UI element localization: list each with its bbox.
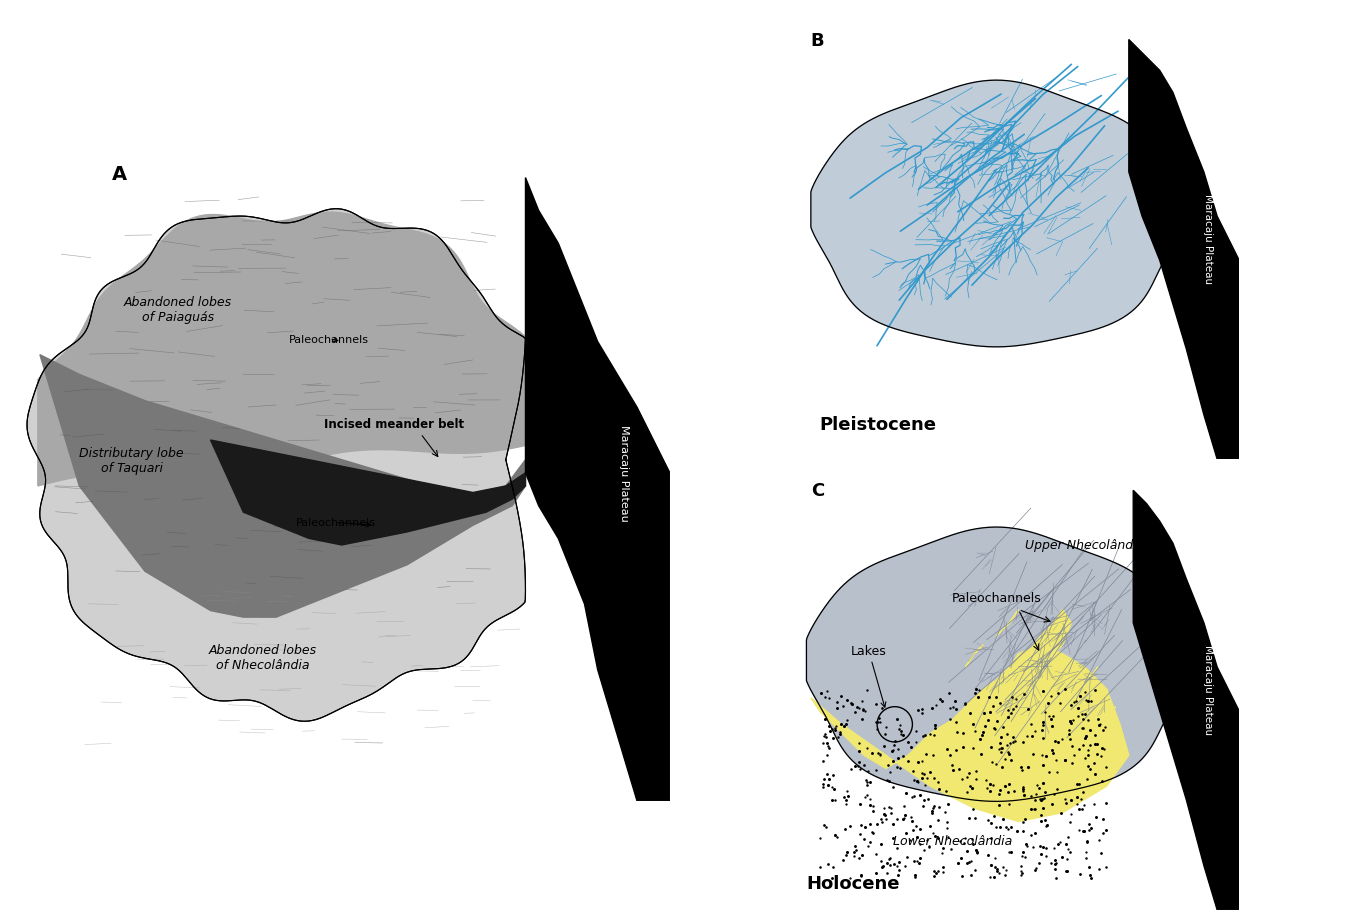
Text: Paleochannels: Paleochannels [295, 517, 376, 528]
Text: Holocene: Holocene [807, 874, 899, 892]
Text: A: A [112, 165, 127, 184]
Text: Lakes: Lakes [850, 644, 886, 708]
Text: Paleochannels: Paleochannels [290, 335, 369, 345]
Polygon shape [1129, 40, 1240, 460]
Polygon shape [211, 440, 525, 545]
Polygon shape [965, 645, 983, 667]
Text: Pleistocene: Pleistocene [820, 415, 936, 433]
Text: Abandoned lobes
of Nhecolândia: Abandoned lobes of Nhecolândia [209, 642, 317, 671]
Polygon shape [1062, 667, 1098, 711]
Text: Incised meander belt: Incised meander belt [324, 417, 465, 430]
Polygon shape [1133, 491, 1240, 910]
Polygon shape [38, 213, 548, 486]
Polygon shape [525, 178, 670, 801]
Text: Abandoned lobes
of Paiaguás: Abandoned lobes of Paiaguás [123, 295, 232, 323]
Polygon shape [40, 356, 525, 618]
Text: Maracaju Plateau: Maracaju Plateau [1203, 644, 1214, 734]
Text: Distributary lobe
of Taquari: Distributary lobe of Taquari [79, 447, 185, 474]
Polygon shape [27, 210, 525, 721]
Polygon shape [1084, 707, 1115, 743]
Text: Maracaju Plateau: Maracaju Plateau [1203, 194, 1214, 284]
Polygon shape [807, 528, 1173, 801]
Text: Lower Nhecolândia: Lower Nhecolândia [893, 834, 1012, 846]
Polygon shape [1027, 610, 1072, 663]
Polygon shape [1040, 733, 1062, 755]
Polygon shape [811, 645, 1129, 822]
Text: B: B [811, 31, 824, 50]
Polygon shape [811, 81, 1173, 347]
Text: Upper Nhecolândia: Upper Nhecolândia [1025, 539, 1144, 551]
Text: Paleochannels: Paleochannels [951, 591, 1042, 604]
Polygon shape [997, 610, 1018, 636]
Text: Maracaju Plateau: Maracaju Plateau [619, 425, 629, 522]
Text: C: C [811, 482, 824, 500]
